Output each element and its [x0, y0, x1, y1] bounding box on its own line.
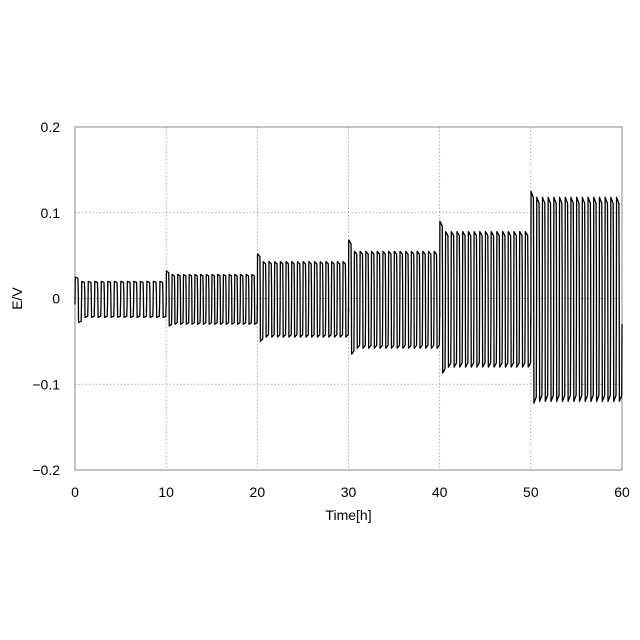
- x-tick-label-2: 20: [250, 484, 266, 500]
- y-tick-label-3: −0.1: [32, 376, 60, 392]
- x-tick-label-5: 50: [523, 484, 539, 500]
- x-tick-label-0: 0: [71, 484, 79, 500]
- x-tick-label-1: 10: [158, 484, 174, 500]
- x-tick-label-3: 30: [341, 484, 357, 500]
- y-tick-label-1: 0.1: [41, 205, 61, 221]
- y-tick-label-0: 0.2: [41, 119, 61, 135]
- y-tick-label-2: 0: [52, 291, 60, 307]
- y-tick-label-4: −0.2: [32, 462, 60, 478]
- x-tick-label-4: 40: [432, 484, 448, 500]
- y-axis-label: E/V: [9, 287, 25, 310]
- x-axis-label: Time[h]: [325, 507, 371, 523]
- x-tick-label-6: 60: [614, 484, 630, 500]
